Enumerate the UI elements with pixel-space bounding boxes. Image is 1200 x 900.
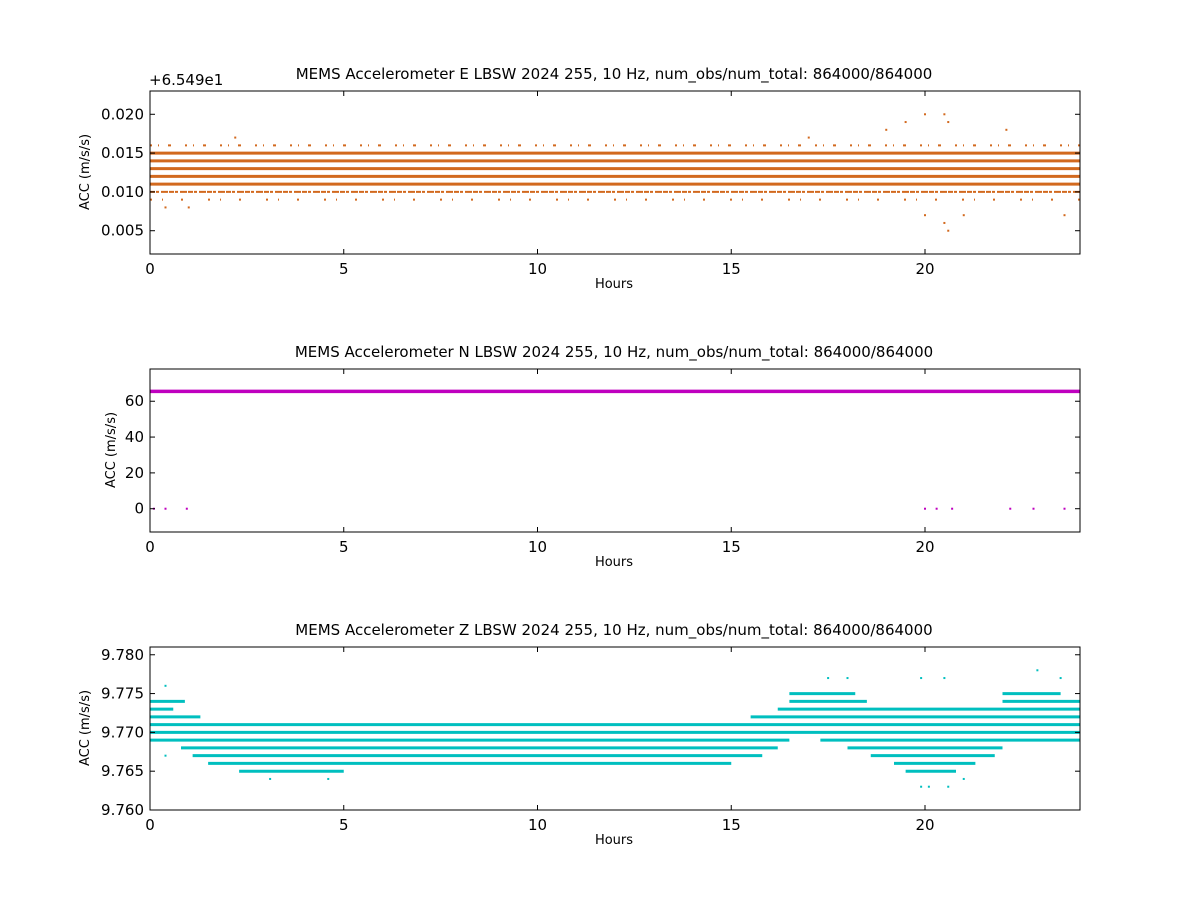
y-tick-label: 0.020	[101, 105, 144, 123]
y-tick-label: 9.770	[101, 723, 144, 741]
data-point	[927, 785, 930, 788]
panel-accelerometer-e: MEMS Accelerometer E LBSW 2024 255, 10 H…	[78, 65, 1081, 292]
data-point	[962, 777, 965, 780]
data-marks	[150, 669, 1080, 788]
data-point	[269, 777, 272, 780]
data-point	[920, 785, 923, 788]
x-tick-label: 0	[145, 538, 155, 556]
data-point	[164, 754, 167, 757]
data-point	[947, 229, 950, 232]
data-point	[1063, 507, 1066, 510]
x-tick-label: 10	[528, 538, 547, 556]
data-point	[947, 785, 950, 788]
y-tick-label: 40	[125, 428, 144, 446]
data-point	[935, 507, 938, 510]
y-axis-label: ACC (m/s/s)	[104, 412, 119, 488]
data-point	[185, 507, 188, 510]
y-tick-label: 0.010	[101, 183, 144, 201]
x-tick-label: 20	[915, 816, 934, 834]
data-point	[904, 121, 907, 124]
panel-accelerometer-z: MEMS Accelerometer Z LBSW 2024 255, 10 H…	[78, 621, 1081, 848]
y-tick-label: 20	[125, 464, 144, 482]
x-tick-label: 5	[339, 816, 349, 834]
x-tick-label: 0	[145, 260, 155, 278]
plot-area: 0 5 10 15 20 0 20 40 60	[125, 368, 1081, 556]
data-point	[1009, 507, 1012, 510]
x-tick-label: 20	[915, 260, 934, 278]
axes-frame	[149, 646, 1081, 811]
x-tick-label: 10	[528, 816, 547, 834]
data-point	[1059, 677, 1062, 680]
axes-frame	[149, 368, 1081, 533]
x-axis-label: Hours	[595, 555, 633, 570]
data-point	[951, 507, 954, 510]
data-point	[164, 684, 167, 687]
y-axis-label: ACC (m/s/s)	[78, 134, 93, 210]
data-point	[943, 221, 946, 224]
y-offset-label: +6.549e1	[149, 71, 223, 89]
x-tick-label: 10	[528, 260, 547, 278]
data-point	[943, 113, 946, 116]
data-point	[164, 206, 167, 209]
data-point	[885, 128, 888, 131]
data-point	[1005, 128, 1008, 131]
data-point	[1063, 214, 1066, 217]
data-point	[187, 206, 190, 209]
data-point	[1036, 669, 1039, 672]
data-point	[234, 136, 237, 139]
data-point	[962, 214, 965, 217]
x-tick-label: 15	[722, 538, 741, 556]
chart-title: MEMS Accelerometer E LBSW 2024 255, 10 H…	[296, 65, 933, 84]
data-point	[164, 507, 167, 510]
y-tick-label: 9.775	[101, 685, 144, 703]
x-tick-label: 0	[145, 816, 155, 834]
y-tick-label: 0.015	[101, 144, 144, 162]
x-axis-label: Hours	[595, 277, 633, 292]
x-axis-label: Hours	[595, 833, 633, 848]
chart-title: MEMS Accelerometer Z LBSW 2024 255, 10 H…	[295, 621, 932, 640]
x-tick-label: 15	[722, 816, 741, 834]
plot-area: 0 5 10 15 20 0.005 0.010 0.015 0.020	[101, 90, 1081, 278]
y-tick-label: 0.005	[101, 222, 144, 240]
plot-area: 0 5 10 15 20 9.760 9.765 9.770 9.775 9.780	[101, 646, 1081, 834]
data-point	[947, 121, 950, 124]
data-point	[924, 113, 926, 116]
x-tick-label: 15	[722, 260, 741, 278]
x-tick-label: 5	[339, 538, 349, 556]
data-point	[846, 677, 849, 680]
panel-accelerometer-n: MEMS Accelerometer N LBSW 2024 255, 10 H…	[104, 343, 1081, 570]
data-point	[924, 507, 926, 510]
chart-title: MEMS Accelerometer N LBSW 2024 255, 10 H…	[295, 343, 933, 362]
data-marks	[150, 389, 1080, 510]
y-tick-label: 9.780	[101, 646, 144, 664]
data-point	[807, 136, 810, 139]
data-point	[327, 777, 330, 780]
data-point	[924, 214, 926, 217]
data-point	[827, 677, 830, 680]
axes-frame	[149, 90, 1081, 255]
x-tick-label: 5	[339, 260, 349, 278]
y-tick-label: 9.760	[101, 801, 144, 819]
x-tick-label: 20	[915, 538, 934, 556]
data-point	[920, 677, 923, 680]
y-tick-label: 60	[125, 392, 144, 410]
y-tick-label: 0	[134, 500, 144, 518]
data-point	[1032, 507, 1035, 510]
y-axis-label: ACC (m/s/s)	[78, 690, 93, 766]
data-point	[943, 677, 946, 680]
y-tick-label: 9.765	[101, 762, 144, 780]
data-marks	[150, 113, 1080, 232]
